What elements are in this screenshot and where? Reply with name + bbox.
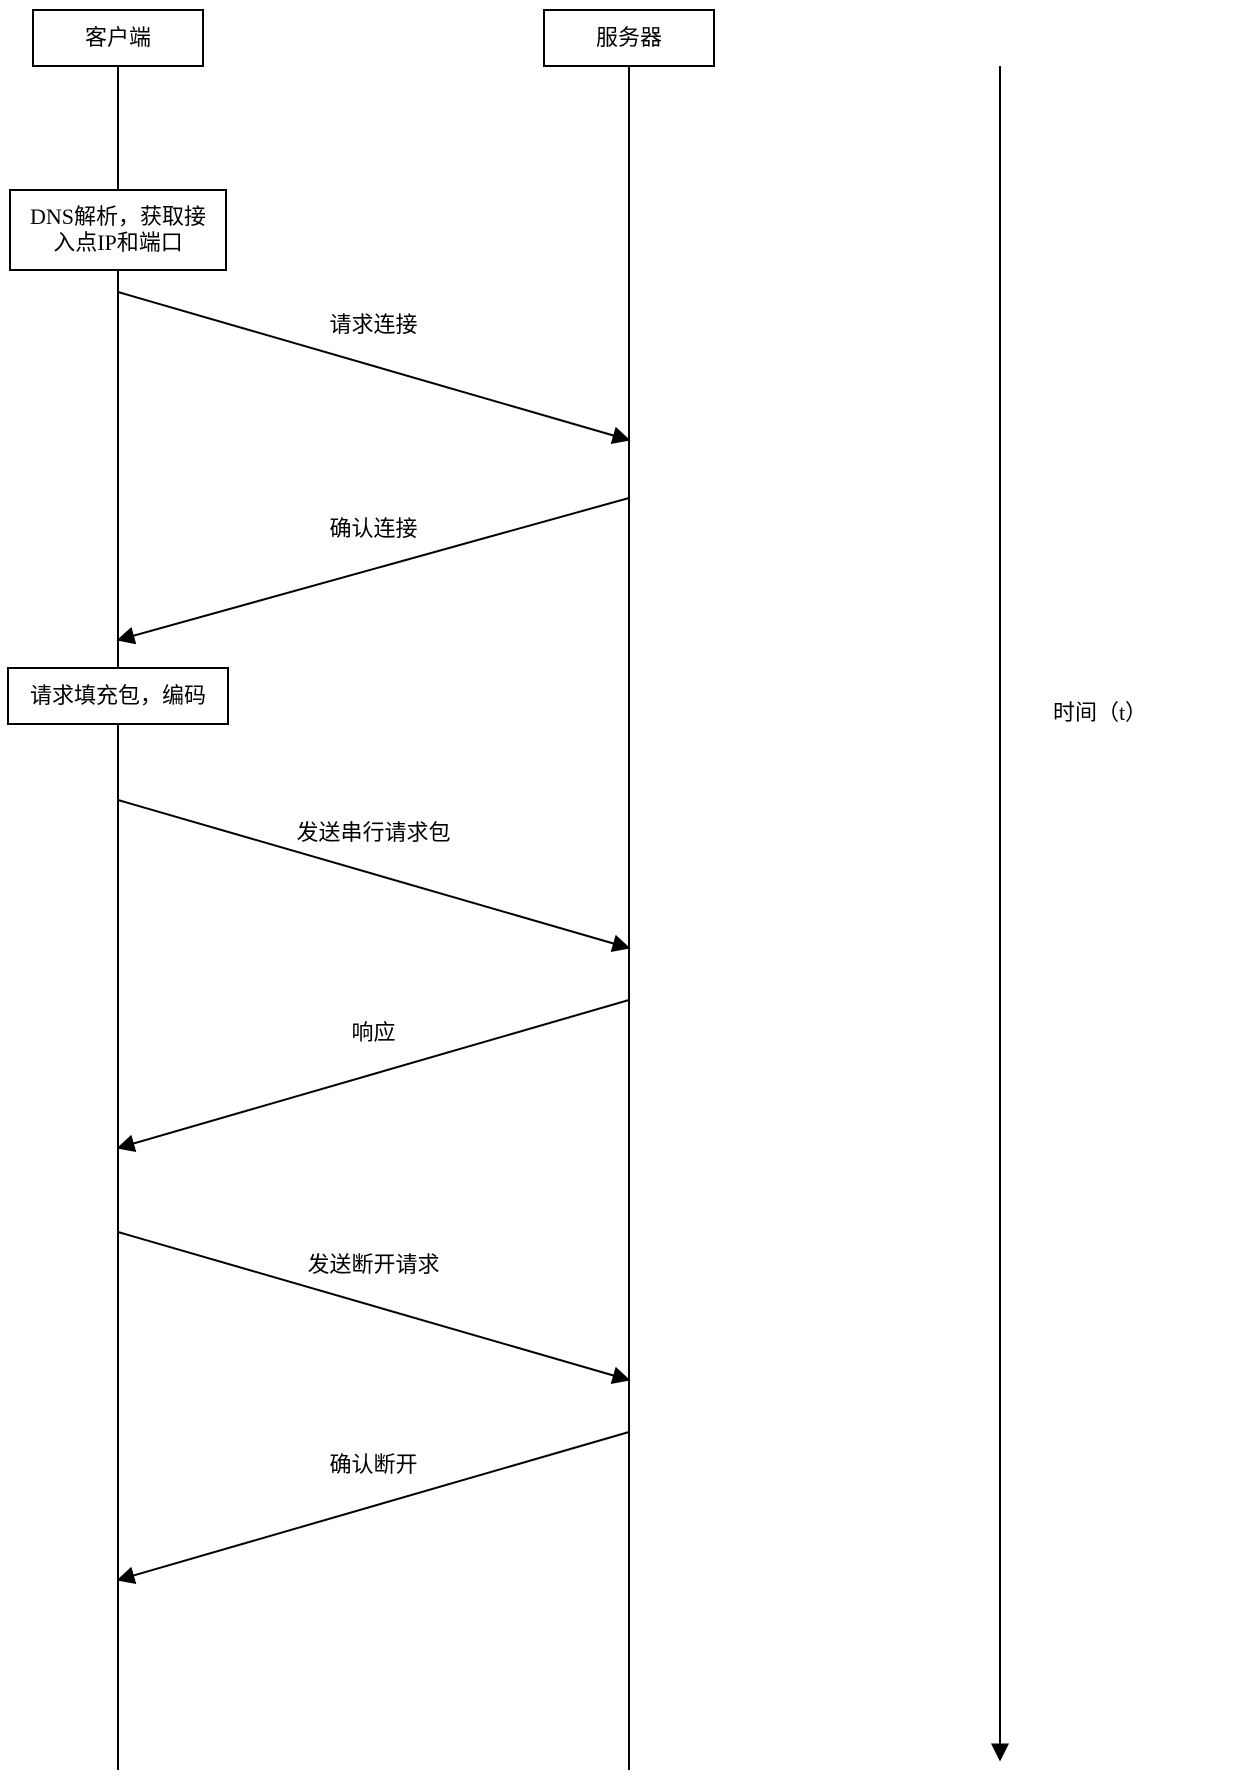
participant-label-client: 客户端 [85,25,151,50]
message-label-3: 响应 [351,1020,395,1045]
action-box-text-0-1: 入点IP和端口 [53,230,183,255]
participant-label-server: 服务器 [596,25,662,50]
action-box-text-0-0: DNS解析，获取接 [30,204,206,229]
message-label-1: 确认连接 [329,516,417,541]
message-label-0: 请求连接 [329,312,417,337]
message-label-5: 确认断开 [329,1452,417,1477]
message-label-4: 发送断开请求 [307,1252,439,1277]
action-box-text-1-0: 请求填充包，编码 [30,683,206,708]
message-label-2: 发送串行请求包 [296,820,450,845]
sequence-diagram: 客户端 服务器 DNS解析，获取接入点IP和端口请求填充包，编码 请求连接确认连接发送… [0,0,1240,1788]
time-axis-label: 时间（t） [1053,700,1147,725]
